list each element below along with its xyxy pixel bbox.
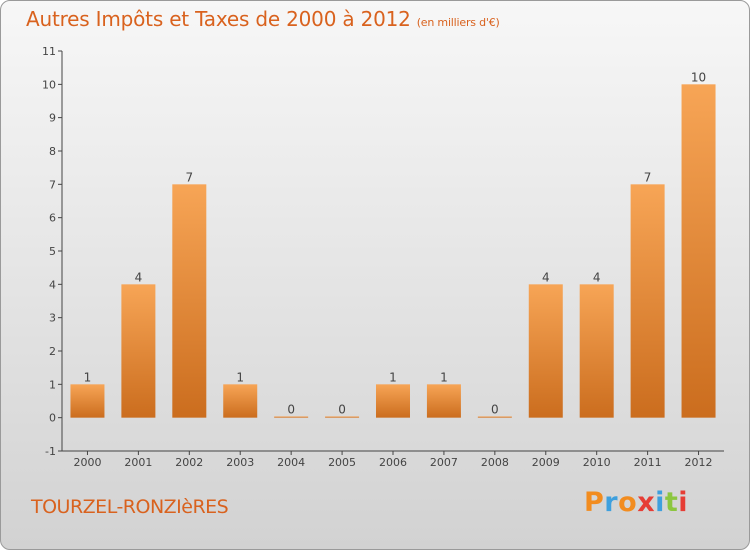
bar-2001 [121,284,156,418]
logo-letter: P [584,487,605,518]
x-tick-label-2003: 2003 [226,456,254,469]
y-tick-label: 7 [49,178,56,191]
logo-letter: x [637,487,656,518]
bar-2011 [630,184,665,418]
bar-2006 [376,384,410,418]
x-tick-label-2007: 2007 [430,456,458,469]
proxiti-logo: Proxiti [584,487,688,518]
chart-bars [70,84,716,418]
x-tick-label-2006: 2006 [379,456,407,469]
y-tick-label: -1 [45,445,56,458]
x-tick-label-2011: 2011 [634,456,662,469]
x-tick-label-2005: 2005 [328,456,356,469]
y-tick-label: 2 [49,345,56,358]
bar-2007 [426,384,461,418]
x-tick-label-2001: 2001 [124,456,152,469]
bar-2008 [477,416,512,418]
value-label-2012: 10 [691,70,706,84]
bar-2009 [528,284,563,418]
value-label-2003: 1 [236,370,244,384]
value-label-2000: 1 [84,370,92,384]
bar-2003 [223,384,258,418]
value-label-2007: 1 [440,370,448,384]
bar-2002 [172,184,207,418]
x-tick-label-2009: 2009 [532,456,560,469]
x-tick-label-2004: 2004 [277,456,305,469]
x-tick-label-2012: 2012 [685,456,713,469]
value-label-2010: 4 [593,270,601,284]
x-tick-label-2000: 2000 [73,456,101,469]
y-tick-label: 1 [49,378,56,391]
logo-letter: i [678,487,689,518]
value-label-2004: 0 [287,402,295,416]
bar-2000 [70,384,105,418]
logo-letter: r [604,487,619,518]
value-label-2006: 1 [389,370,397,384]
value-label-2009: 4 [542,270,550,284]
y-tick-label: 5 [49,245,56,258]
place-name: TOURZEL-RONZIèRES [31,496,229,518]
bar-2004 [274,416,309,418]
y-tick-label: 4 [49,278,56,291]
y-tick-label: 11 [42,45,56,58]
chart-unit: (en milliers d'€) [416,16,500,29]
bar-2012 [681,84,716,418]
value-label-2001: 4 [135,270,143,284]
logo-letter: o [618,487,638,518]
x-tick-label-2010: 2010 [583,456,611,469]
y-tick-label: 3 [49,312,56,325]
y-tick-label: 0 [49,412,56,425]
bar-2005 [325,416,360,418]
chart-title-text: Autres Impôts et Taxes de 2000 à 2012 [26,7,411,31]
y-tick-label: 6 [49,212,56,225]
logo-letter: t [664,487,679,518]
x-tick-label-2002: 2002 [175,456,203,469]
bar-2010 [579,284,614,418]
value-label-2005: 0 [338,402,346,416]
value-label-2011: 7 [644,170,652,184]
logo-letter: i [655,487,665,518]
y-tick-label: 10 [42,78,56,91]
chart-title: Autres Impôts et Taxes de 2000 à 2012 (en… [26,7,500,31]
y-tick-label: 8 [49,145,56,158]
value-label-2002: 7 [185,170,193,184]
y-tick-label: 9 [49,112,56,125]
value-label-2008: 0 [491,402,499,416]
x-tick-label-2008: 2008 [481,456,509,469]
